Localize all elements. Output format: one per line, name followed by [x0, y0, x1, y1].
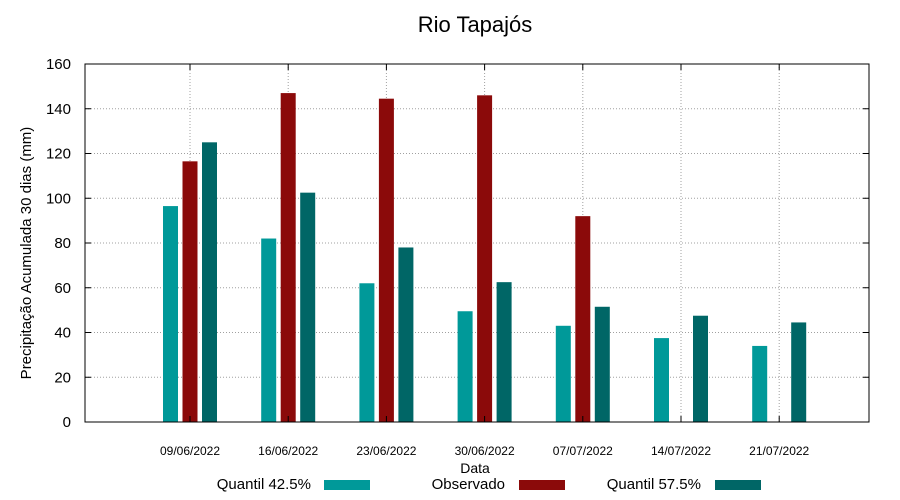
- bar: [594, 306, 610, 422]
- bar: [202, 142, 217, 422]
- bar: [378, 98, 394, 423]
- legend-swatch: [715, 480, 761, 490]
- y-tick-label: 40: [54, 325, 71, 342]
- bar: [359, 283, 375, 422]
- x-axis: 09/06/2022 16/06/2022 23/06/2022 30/06/2022…: [160, 64, 810, 458]
- y-tick-label: 140: [46, 101, 71, 118]
- bar: [261, 238, 277, 422]
- bar: [163, 206, 178, 422]
- x-tick-label: 14/07/2022: [651, 444, 711, 458]
- legend-label: Quantil 42.5%: [217, 476, 311, 493]
- x-tick-label: 07/07/2022: [553, 444, 613, 458]
- x-tick-label: 23/06/2022: [356, 444, 416, 458]
- chart-title: Rio Tapajós: [418, 12, 533, 37]
- legend-label: Quantil 57.5%: [607, 476, 701, 493]
- y-tick-label: 20: [54, 369, 71, 386]
- bar: [752, 345, 768, 422]
- bar: [555, 325, 571, 422]
- bar: [791, 322, 807, 422]
- bar: [575, 216, 591, 422]
- x-tick-label: 30/06/2022: [455, 444, 515, 458]
- x-axis-label: Data: [460, 460, 490, 476]
- bar: [477, 95, 493, 422]
- y-axis-label: Precipitação Acumulada 30 dias (mm): [18, 127, 35, 380]
- bar: [693, 315, 708, 422]
- bar: [654, 338, 669, 422]
- y-tick-label: 160: [46, 56, 71, 73]
- legend-swatch: [519, 480, 565, 490]
- bar: [496, 282, 512, 422]
- legend-swatch: [324, 480, 370, 490]
- y-tick-label: 120: [46, 146, 71, 163]
- legend-label: Observado: [432, 476, 505, 493]
- x-tick-label: 21/07/2022: [749, 444, 809, 458]
- y-tick-label: 80: [54, 235, 71, 252]
- y-tick-label: 0: [63, 414, 71, 431]
- bar: [398, 247, 414, 422]
- legend: Quantil 42.5% Observado Quantil 57.5%: [217, 476, 761, 493]
- bar: [182, 161, 198, 423]
- bar: [457, 311, 473, 422]
- y-tick-label: 60: [54, 280, 71, 297]
- bar: [280, 93, 296, 423]
- bar: [300, 192, 316, 422]
- bars-layer: [163, 93, 807, 423]
- y-tick-label: 100: [46, 190, 71, 207]
- y-axis: 0 20 40 60 80 100 120 140 160: [46, 56, 869, 431]
- x-tick-label: 16/06/2022: [258, 444, 318, 458]
- x-tick-label: 09/06/2022: [160, 444, 220, 458]
